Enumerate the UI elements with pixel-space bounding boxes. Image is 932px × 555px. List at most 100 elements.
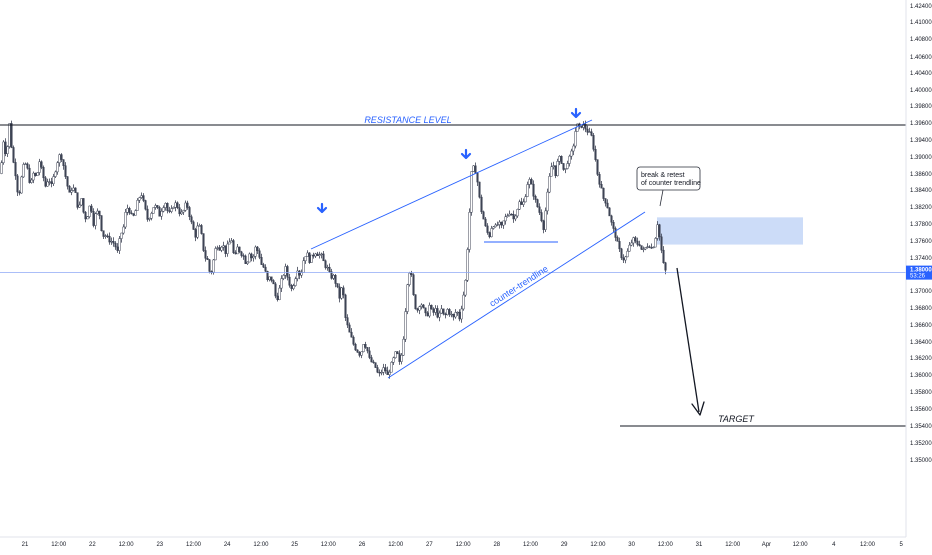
candle-body (442, 308, 445, 315)
candle-body (128, 208, 131, 214)
candle-body (566, 163, 569, 169)
candle-body (388, 371, 391, 375)
candle-body (142, 195, 145, 201)
candle-body (64, 165, 67, 177)
candle-body (148, 218, 151, 220)
candle-body (324, 260, 327, 268)
price-tick-label: 1.40400 (910, 71, 932, 77)
candle-body (270, 276, 273, 281)
candle-body (210, 271, 213, 273)
candle-body (260, 257, 263, 265)
price-tick-label: 1.38600 (910, 172, 932, 178)
candle-body (650, 247, 653, 249)
candle-body (40, 161, 43, 168)
price-tick-label: 1.35000 (910, 458, 932, 464)
candle-body (350, 331, 353, 338)
candle-body (140, 195, 143, 198)
candle-body (636, 240, 639, 245)
price-tick-label: 1.39800 (910, 104, 932, 110)
candle-body (190, 216, 193, 223)
candle-body (288, 276, 291, 286)
upper-trendline (310, 119, 593, 250)
candle-body (506, 215, 509, 217)
candle-body (654, 238, 657, 248)
time-tick-label: 12:00 (321, 542, 337, 548)
candle-body (644, 247, 647, 250)
candle-body (362, 344, 365, 352)
candle-body (418, 306, 421, 311)
time-tick-label: 12:00 (590, 542, 606, 548)
candle-body (74, 187, 77, 193)
candle-body (646, 246, 649, 248)
current-countdown-label: 53:26 (910, 274, 926, 280)
candle-body (630, 242, 633, 246)
candle-body (530, 179, 533, 185)
candle-body (338, 286, 341, 299)
candle-body (478, 181, 481, 198)
time-tick-label: 22 (89, 542, 96, 548)
candle-body (194, 229, 197, 238)
candle-body (232, 240, 235, 253)
time-tick-label: 29 (561, 542, 568, 548)
candle-body (658, 224, 661, 238)
candle-body (440, 308, 443, 314)
candle-body (342, 287, 345, 296)
candle-body (356, 349, 359, 353)
candle-body (228, 241, 231, 245)
candle-body (490, 228, 493, 238)
resistance-label: RESISTANCE LEVEL (364, 115, 451, 125)
candle-body (622, 257, 625, 261)
candle-body (390, 362, 393, 373)
candle-body (76, 192, 79, 208)
current-price-label: 1.38000 (910, 268, 932, 274)
candle-body (330, 271, 333, 279)
candle-body (600, 184, 603, 189)
candle-body (242, 255, 245, 257)
candle-body (122, 226, 125, 234)
candle-body (46, 181, 49, 187)
price-tick-label: 1.36400 (910, 340, 932, 346)
annotation-lines-group (0, 107, 906, 427)
candle-body (152, 207, 155, 214)
candle-body (426, 312, 429, 317)
candle-body (16, 175, 19, 193)
time-tick-label: 5 (900, 542, 904, 548)
candle-body (618, 241, 621, 250)
time-tick-label: 28 (493, 542, 500, 548)
candle-body (512, 214, 515, 220)
price-tick-label: 1.37000 (910, 289, 932, 295)
candle-body (604, 198, 607, 204)
candle-body (466, 249, 469, 281)
price-tick-label: 1.40800 (910, 37, 932, 43)
candle-body (284, 266, 287, 276)
candle-body (204, 250, 207, 259)
candle-body (306, 252, 309, 257)
candle-body (70, 190, 73, 193)
candle-body (104, 235, 107, 237)
candle-body (216, 247, 219, 249)
time-tick-label: 12:00 (388, 542, 404, 548)
candle-body (548, 176, 551, 193)
candle-body (430, 304, 433, 310)
candle-body (226, 243, 229, 254)
candle-body (400, 354, 403, 362)
candle-body (102, 230, 105, 237)
candle-body (370, 357, 373, 363)
price-tick-label: 1.36000 (910, 373, 932, 379)
candle-body (138, 197, 141, 201)
candle-body (590, 131, 593, 136)
candle-body (182, 210, 185, 213)
current-price-badge (906, 265, 932, 280)
time-tick-label: 12:00 (119, 542, 135, 548)
candle-body (428, 304, 431, 317)
projection-arrow (676, 267, 700, 413)
candle-body (38, 161, 41, 173)
candle-body (80, 198, 83, 206)
candle-body (588, 131, 591, 133)
candle-body (640, 245, 643, 250)
candle-body (536, 199, 539, 208)
time-tick-label: 12:00 (523, 542, 539, 548)
candle-body (258, 250, 261, 258)
candle-body (576, 123, 579, 132)
